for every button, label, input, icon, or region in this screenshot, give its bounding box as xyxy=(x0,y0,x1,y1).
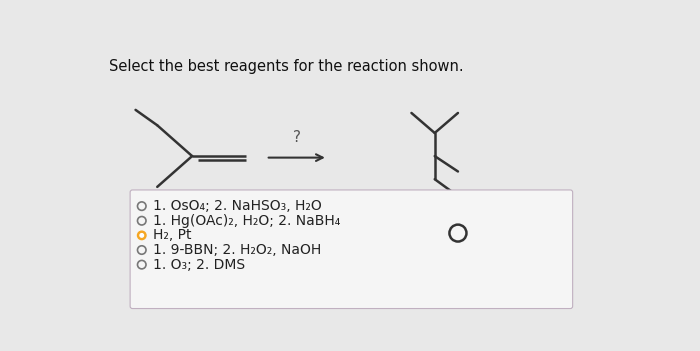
Text: Select the best reagents for the reaction shown.: Select the best reagents for the reactio… xyxy=(109,59,464,74)
FancyBboxPatch shape xyxy=(130,190,573,309)
Text: H₂, Pt: H₂, Pt xyxy=(153,229,191,243)
Text: 1. 9-BBN; 2. H₂O₂, NaOH: 1. 9-BBN; 2. H₂O₂, NaOH xyxy=(153,243,321,257)
Text: 1. Hg(OAc)₂, H₂O; 2. NaBH₄: 1. Hg(OAc)₂, H₂O; 2. NaBH₄ xyxy=(153,214,340,228)
Circle shape xyxy=(140,234,143,237)
Text: 1. OsO₄; 2. NaHSO₃, H₂O: 1. OsO₄; 2. NaHSO₃, H₂O xyxy=(153,199,321,213)
Text: 1. O₃; 2. DMS: 1. O₃; 2. DMS xyxy=(153,258,245,272)
Text: ?: ? xyxy=(293,130,301,145)
Circle shape xyxy=(137,231,146,240)
